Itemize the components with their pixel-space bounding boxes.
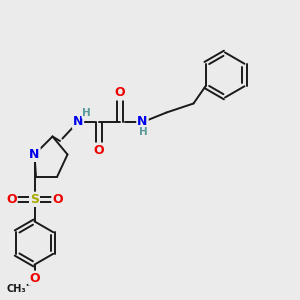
Text: S: S (30, 193, 39, 206)
Text: N: N (73, 115, 83, 128)
Text: N: N (29, 148, 40, 161)
Text: H: H (82, 108, 91, 118)
Text: O: O (6, 193, 17, 206)
Text: O: O (94, 143, 104, 157)
Text: O: O (52, 193, 63, 206)
Text: CH₃: CH₃ (7, 284, 26, 295)
Text: O: O (29, 272, 40, 285)
Text: O: O (115, 86, 125, 100)
Text: H: H (139, 127, 148, 137)
Text: N: N (137, 115, 148, 128)
